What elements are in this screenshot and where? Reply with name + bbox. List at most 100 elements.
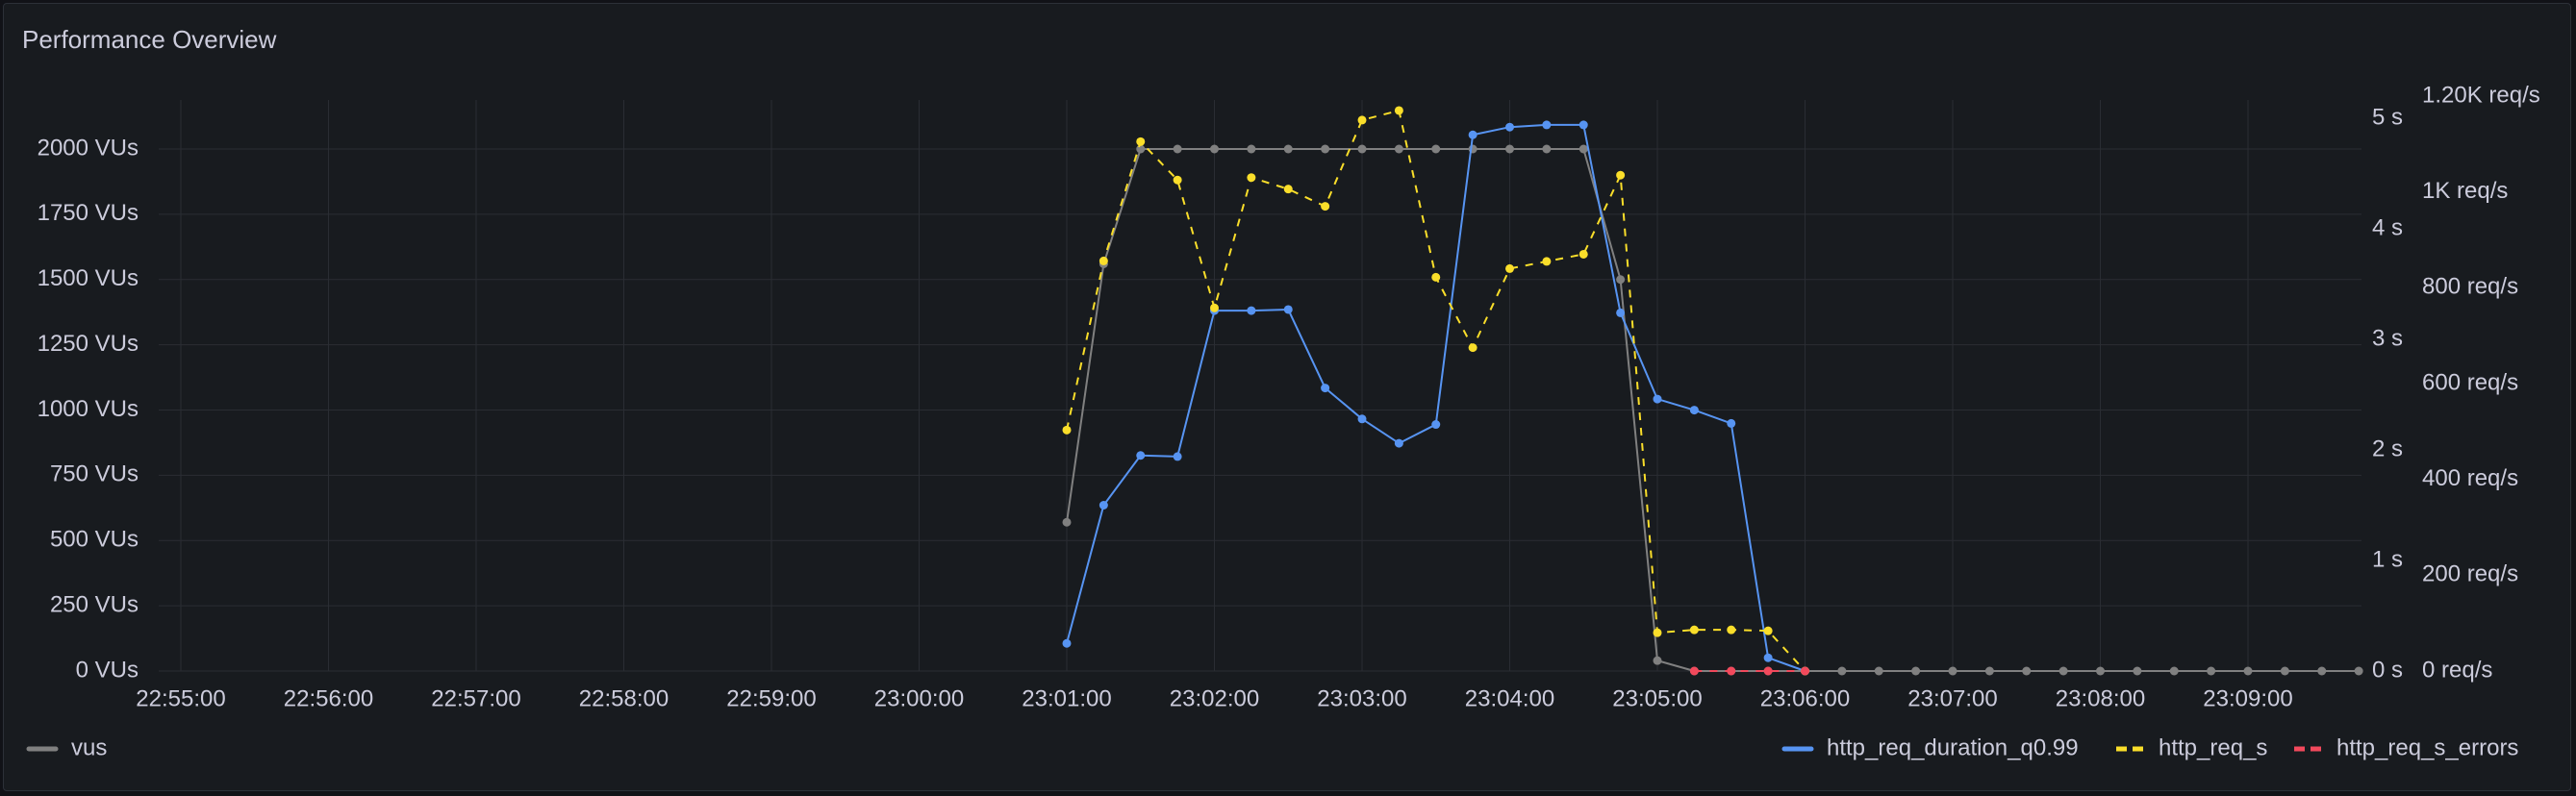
legend-label: http_req_s_errors (2336, 734, 2518, 760)
data-point-vus (1911, 666, 1921, 676)
data-point-http-req-s (1247, 173, 1256, 183)
data-point-http-req-s (1431, 272, 1441, 282)
data-point-vus (2169, 666, 2179, 676)
data-point-http-req-duration-q0-99 (1173, 452, 1182, 461)
data-point-http-req-duration-q0-99 (1321, 384, 1330, 393)
x-tick-label: 23:01:00 (1022, 685, 1111, 711)
data-point-http-req-s (1763, 626, 1773, 635)
y-right-inner-tick-label: 3 s (2372, 325, 2403, 351)
data-point-vus (1616, 275, 1626, 285)
data-point-vus (1210, 144, 1219, 154)
y-right-outer-tick-label: 1.20K req/s (2422, 82, 2540, 108)
x-tick-label: 22:57:00 (431, 685, 520, 711)
data-point-http-req-duration-q0-99 (1689, 406, 1699, 415)
y-right-inner-tick-label: 5 s (2372, 104, 2403, 130)
data-point-vus (1431, 144, 1441, 154)
legend-label: http_req_duration_q0.99 (1827, 734, 2079, 760)
data-point-vus (2280, 666, 2289, 676)
y-right-inner-tick-label: 2 s (2372, 435, 2403, 461)
legend-label: http_req_s (2159, 734, 2267, 760)
data-point-http-req-duration-q0-99 (1062, 638, 1072, 648)
data-point-http-req-s (1136, 137, 1146, 146)
x-tick-label: 23:08:00 (2056, 685, 2145, 711)
data-point-http-req-s (1468, 343, 1477, 353)
y-left-tick-label: 500 VUs (50, 527, 139, 553)
y-right-inner-tick-label: 0 s (2372, 657, 2403, 683)
data-point-http-req-s-errors (1689, 666, 1699, 676)
y-right-inner-tick-label: 4 s (2372, 214, 2403, 240)
data-point-vus (1837, 666, 1847, 676)
data-point-http-req-s (1505, 263, 1514, 273)
data-point-http-req-s (1173, 175, 1182, 185)
data-point-http-req-duration-q0-99 (1542, 120, 1552, 130)
data-point-http-req-duration-q0-99 (1357, 414, 1367, 424)
y-left-tick-label: 1250 VUs (38, 331, 139, 357)
data-point-vus (2207, 666, 2216, 676)
data-point-http-req-s (1616, 170, 1626, 180)
y-left-tick-label: 750 VUs (50, 461, 139, 487)
data-point-http-req-s (1542, 257, 1552, 266)
y-left-tick-label: 1750 VUs (38, 200, 139, 226)
y-left-tick-label: 1500 VUs (38, 265, 139, 291)
y-right-inner-tick-label: 1 s (2372, 546, 2403, 572)
x-tick-label: 23:06:00 (1760, 685, 1850, 711)
x-tick-label: 23:09:00 (2203, 685, 2292, 711)
data-point-vus (1247, 144, 1256, 154)
y-left-tick-label: 0 VUs (76, 657, 139, 683)
data-point-vus (2022, 666, 2032, 676)
x-tick-label: 22:56:00 (284, 685, 373, 711)
x-tick-label: 23:07:00 (1907, 685, 1997, 711)
panel-title: Performance Overview (22, 25, 277, 54)
y-right-outer-tick-label: 400 req/s (2422, 465, 2518, 491)
data-point-vus (2058, 666, 2068, 676)
x-tick-label: 22:59:00 (726, 685, 816, 711)
data-point-http-req-s (1099, 256, 1108, 265)
data-point-http-req-s (1210, 303, 1219, 312)
x-tick-label: 22:58:00 (579, 685, 669, 711)
y-left-tick-label: 250 VUs (50, 591, 139, 617)
data-point-http-req-duration-q0-99 (1468, 130, 1477, 139)
series-line-http-req-s (1066, 109, 1806, 672)
data-point-http-req-duration-q0-99 (1578, 120, 1588, 130)
data-point-vus (1394, 144, 1403, 154)
series-line-http-req-duration-q0-99 (1066, 123, 1806, 672)
x-tick-label: 23:00:00 (874, 685, 964, 711)
data-point-vus (1283, 144, 1293, 154)
data-point-http-req-duration-q0-99 (1283, 305, 1293, 314)
x-tick-label: 23:03:00 (1317, 685, 1406, 711)
data-point-vus (1542, 144, 1552, 154)
data-point-http-req-duration-q0-99 (1099, 501, 1108, 510)
data-point-http-req-duration-q0-99 (1616, 308, 1626, 317)
data-point-vus (1984, 666, 1994, 676)
y-right-outer-tick-label: 0 req/s (2422, 657, 2492, 683)
data-point-vus (2354, 666, 2363, 676)
data-point-vus (1136, 144, 1146, 154)
data-point-http-req-s (1321, 202, 1330, 211)
y-right-outer-tick-label: 200 req/s (2422, 561, 2518, 587)
data-point-http-req-duration-q0-99 (1136, 451, 1146, 460)
data-point-http-req-duration-q0-99 (1431, 420, 1441, 430)
data-point-http-req-duration-q0-99 (1247, 306, 1256, 315)
chart-panel: Performance Overview (3, 3, 2571, 791)
data-point-http-req-s-errors (1763, 666, 1773, 676)
data-point-http-req-s (1062, 425, 1072, 435)
data-point-vus (1505, 144, 1514, 154)
data-point-http-req-s-errors (1727, 666, 1736, 676)
x-tick-label: 23:04:00 (1465, 685, 1554, 711)
y-left-tick-label: 1000 VUs (38, 396, 139, 422)
data-point-http-req-s (1689, 625, 1699, 634)
data-point-http-req-s (1283, 185, 1293, 194)
x-tick-label: 22:55:00 (136, 685, 225, 711)
data-point-http-req-duration-q0-99 (1763, 653, 1773, 662)
data-point-vus (2133, 666, 2142, 676)
y-right-outer-tick-label: 1K req/s (2422, 178, 2508, 204)
data-point-vus (1357, 144, 1367, 154)
data-point-http-req-duration-q0-99 (1505, 122, 1514, 132)
data-point-http-req-duration-q0-99 (1394, 438, 1403, 448)
y-right-outer-tick-label: 800 req/s (2422, 274, 2518, 300)
data-point-http-req-s (1357, 115, 1367, 125)
data-point-vus (1653, 656, 1662, 665)
data-point-http-req-s (1578, 249, 1588, 259)
data-point-vus (1948, 666, 1957, 676)
